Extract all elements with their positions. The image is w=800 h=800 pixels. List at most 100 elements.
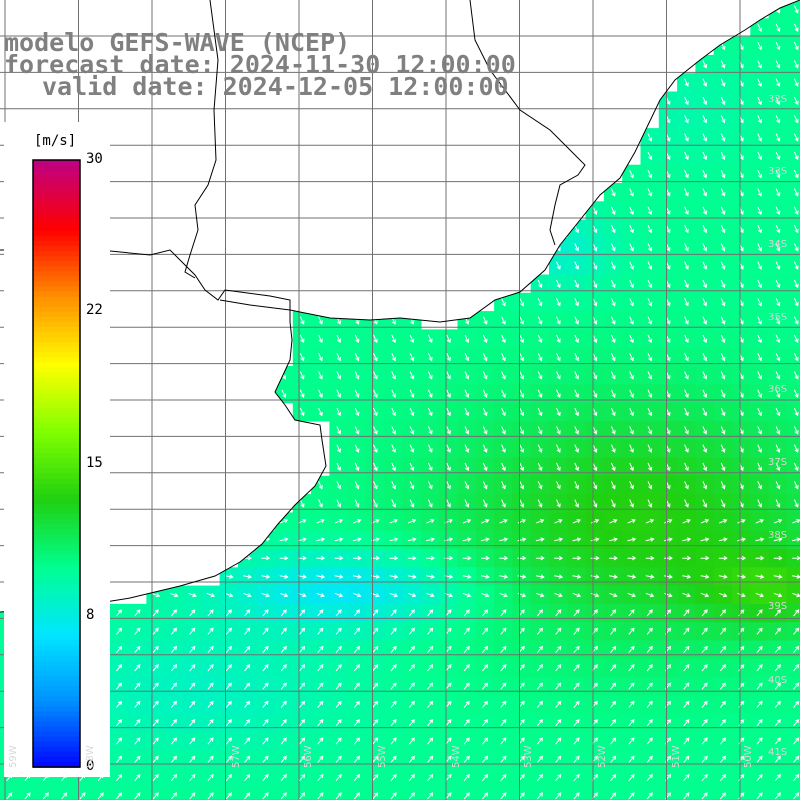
wind-arrow bbox=[152, 645, 159, 654]
wind-arrow bbox=[720, 462, 726, 472]
wind-arrow bbox=[592, 371, 598, 380]
wind-arrow bbox=[775, 316, 781, 325]
wind-arrow bbox=[664, 519, 673, 524]
wind-arrow bbox=[775, 462, 781, 472]
colorbar-panel bbox=[4, 122, 110, 777]
wind-arrow bbox=[536, 700, 544, 708]
wind-arrow bbox=[373, 444, 378, 453]
wind-arrow bbox=[408, 627, 415, 635]
colorbar-segment bbox=[33, 195, 80, 202]
wind-arrow bbox=[373, 352, 378, 362]
wind-arrow bbox=[500, 737, 507, 745]
wind-arrow bbox=[482, 664, 489, 672]
wind-arrow bbox=[684, 462, 689, 472]
wind-arrow bbox=[574, 279, 579, 289]
wind-arrow bbox=[426, 555, 435, 561]
wind-arrow bbox=[554, 519, 563, 524]
wind-arrow bbox=[299, 334, 305, 344]
wind-arrow bbox=[573, 645, 580, 654]
wind-arrow bbox=[299, 389, 305, 398]
wind-arrow bbox=[536, 645, 544, 654]
wind-arrow bbox=[116, 737, 123, 745]
wind-arrow bbox=[482, 389, 488, 398]
wind-arrow bbox=[409, 316, 415, 325]
wind-arrow bbox=[683, 792, 690, 800]
wind-arrow bbox=[682, 574, 692, 579]
wind-arrow bbox=[610, 645, 617, 654]
wind-arrow bbox=[408, 755, 415, 763]
wind-arrow bbox=[353, 773, 361, 782]
wind-arrow bbox=[556, 371, 561, 380]
wind-arrow bbox=[189, 627, 196, 635]
wind-cell bbox=[786, 201, 800, 221]
wind-arrow bbox=[389, 592, 399, 598]
colorbar-segment bbox=[33, 321, 80, 328]
wind-arrow bbox=[170, 700, 178, 708]
colorbar-segment bbox=[33, 468, 80, 475]
wind-arrow bbox=[719, 700, 727, 708]
colorbar-segment bbox=[33, 504, 80, 510]
wind-arrow bbox=[702, 389, 708, 398]
wind-arrow bbox=[280, 737, 287, 745]
wind-arrow bbox=[116, 719, 123, 727]
wind-arrow bbox=[756, 755, 763, 763]
wind-arrow bbox=[482, 444, 488, 453]
wind-arrow bbox=[738, 792, 745, 800]
wind-arrow bbox=[684, 481, 689, 490]
colorbar-segment bbox=[33, 610, 80, 617]
wind-arrow bbox=[719, 519, 728, 524]
wind-arrow bbox=[446, 426, 451, 435]
lat-label: 34S bbox=[768, 239, 788, 250]
wind-arrow bbox=[170, 719, 178, 727]
wind-arrow bbox=[519, 407, 525, 417]
colorbar-segment bbox=[33, 382, 80, 389]
wind-arrow bbox=[407, 537, 417, 542]
wind-arrow bbox=[555, 627, 562, 635]
colorbar-segment bbox=[33, 640, 80, 647]
wind-arrow bbox=[792, 574, 800, 579]
wind-arrow bbox=[391, 389, 396, 398]
wind-arrow bbox=[189, 700, 196, 708]
wind-arrow bbox=[318, 371, 323, 380]
wind-arrow bbox=[482, 334, 488, 344]
wind-arrow bbox=[462, 519, 472, 524]
wind-arrow bbox=[335, 773, 342, 782]
wind-arrow bbox=[647, 352, 653, 362]
wind-arrow bbox=[629, 371, 634, 380]
wind-arrow bbox=[684, 371, 689, 380]
wind-arrow bbox=[280, 719, 287, 727]
wind-arrow bbox=[536, 755, 544, 763]
wind-arrow bbox=[152, 609, 159, 617]
wind-arrow bbox=[446, 481, 451, 490]
wind-arrow bbox=[757, 243, 762, 252]
wind-arrow bbox=[390, 645, 397, 654]
model-title: modelo GEFS-WAVE (NCEP) bbox=[4, 28, 351, 57]
wind-arrow bbox=[189, 773, 196, 782]
wind-arrow bbox=[501, 444, 506, 453]
wind-arrow bbox=[647, 426, 653, 435]
wind-arrow bbox=[556, 389, 561, 398]
wind-arrow bbox=[793, 371, 799, 380]
wind-arrow bbox=[536, 682, 544, 690]
wind-arrow bbox=[757, 151, 762, 161]
colorbar-segment bbox=[33, 696, 80, 703]
wind-arrow bbox=[480, 574, 490, 579]
wind-arrow bbox=[317, 682, 324, 690]
wind-arrow bbox=[720, 298, 726, 307]
wind-arrow bbox=[555, 773, 562, 782]
wind-arrow bbox=[609, 519, 618, 524]
wind-arrow bbox=[280, 627, 287, 635]
wind-arrow bbox=[774, 737, 781, 745]
wind-arrow bbox=[134, 773, 141, 782]
wind-arrow bbox=[556, 407, 561, 417]
wind-arrow bbox=[629, 426, 634, 435]
wind-arrow bbox=[775, 298, 781, 307]
wind-arrow bbox=[737, 555, 747, 561]
colorbar-segment bbox=[33, 635, 80, 642]
wind-arrow bbox=[610, 609, 617, 617]
wind-arrow bbox=[407, 519, 417, 524]
wind-arrow bbox=[79, 792, 86, 800]
wind-arrow bbox=[501, 316, 506, 325]
colorbar-segment bbox=[33, 478, 80, 485]
wind-arrow bbox=[500, 627, 507, 635]
